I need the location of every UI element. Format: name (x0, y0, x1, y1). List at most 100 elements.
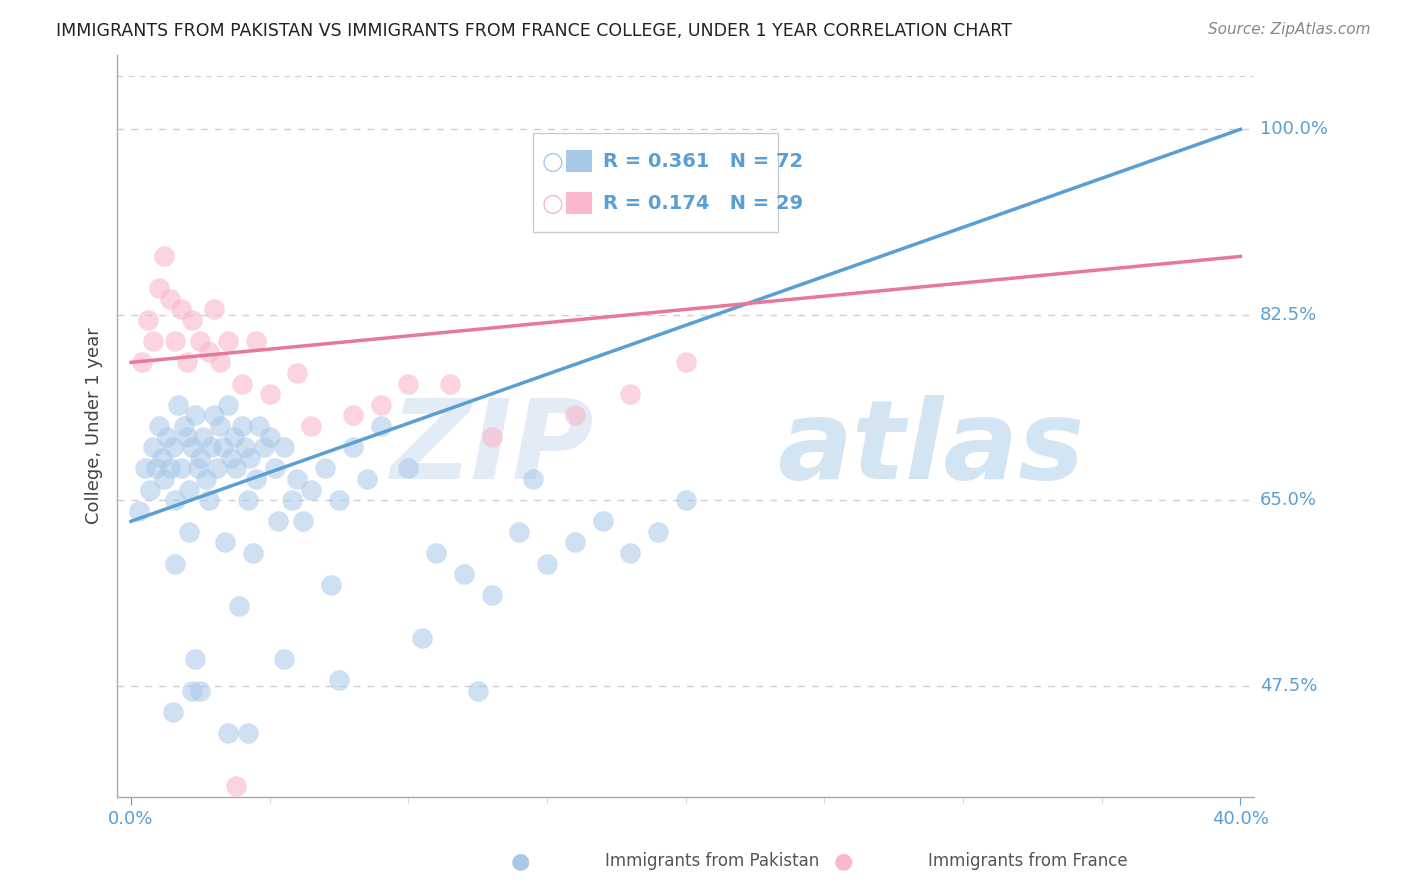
Point (239, 450, 262, 465)
Point (236, 493, 259, 508)
Text: ○: ○ (541, 150, 564, 173)
Point (536, 557, 558, 571)
Point (647, 524, 669, 539)
Point (190, 683, 212, 698)
Point (247, 419, 270, 434)
Point (162, 705, 184, 719)
Point (453, 567, 475, 582)
Point (145, 461, 167, 475)
Point (273, 652, 295, 666)
Text: ○: ○ (541, 192, 564, 216)
Point (190, 450, 212, 465)
Text: 100.0%: 100.0% (1260, 120, 1329, 138)
Point (264, 461, 287, 475)
Point (214, 535, 236, 549)
Text: Immigrants from Pakistan: Immigrants from Pakistan (605, 852, 818, 870)
Point (675, 493, 697, 508)
Point (181, 683, 204, 698)
Text: Immigrants from France: Immigrants from France (928, 852, 1128, 870)
Point (159, 461, 181, 475)
Point (396, 461, 419, 475)
Point (242, 546, 264, 560)
Point (425, 546, 447, 560)
Point (208, 419, 231, 434)
Point (159, 292, 181, 306)
Point (181, 313, 204, 327)
Point (197, 344, 219, 359)
Point (592, 514, 614, 528)
Point (150, 450, 173, 465)
Point (173, 419, 195, 434)
Point (314, 461, 336, 475)
Point (619, 546, 641, 560)
Point (225, 779, 247, 793)
Point (165, 557, 187, 571)
Text: 82.5%: 82.5% (1260, 306, 1317, 324)
Point (342, 440, 364, 454)
Point (222, 429, 245, 443)
Point (245, 472, 267, 486)
Point (370, 419, 392, 434)
Point (508, 524, 530, 539)
Point (481, 429, 503, 443)
Point (233, 440, 256, 454)
Text: R = 0.174   N = 29: R = 0.174 N = 29 (603, 194, 803, 213)
Point (148, 281, 170, 295)
Point (156, 429, 179, 443)
Point (522, 472, 544, 486)
Point (299, 483, 322, 497)
Text: IMMIGRANTS FROM PAKISTAN VS IMMIGRANTS FROM FRANCE COLLEGE, UNDER 1 YEAR CORRELA: IMMIGRANTS FROM PAKISTAN VS IMMIGRANTS F… (56, 22, 1012, 40)
Point (273, 440, 295, 454)
Text: 65.0%: 65.0% (1260, 491, 1317, 509)
Point (176, 355, 198, 369)
Text: R = 0.361   N = 72: R = 0.361 N = 72 (603, 152, 803, 171)
Point (179, 483, 201, 497)
Point (292, 514, 315, 528)
Point (319, 578, 342, 592)
Point (231, 376, 253, 391)
Point (176, 429, 198, 443)
Point (411, 631, 433, 645)
Point (211, 440, 233, 454)
Point (467, 683, 489, 698)
Point (202, 409, 225, 423)
Point (396, 376, 419, 391)
Point (231, 419, 253, 434)
Point (328, 673, 350, 688)
Point (208, 355, 231, 369)
Point (370, 398, 392, 412)
Text: ●: ● (510, 851, 530, 871)
Point (153, 472, 176, 486)
Point (481, 589, 503, 603)
Point (170, 461, 193, 475)
Point (142, 334, 165, 348)
Point (142, 440, 165, 454)
Point (328, 493, 350, 508)
Point (187, 461, 209, 475)
Point (253, 440, 276, 454)
Point (225, 461, 247, 475)
Point (148, 419, 170, 434)
Point (165, 493, 187, 508)
Point (165, 334, 187, 348)
Point (184, 409, 207, 423)
Point (205, 461, 228, 475)
Point (564, 535, 586, 549)
Point (342, 409, 364, 423)
Point (128, 504, 150, 518)
Text: Source: ZipAtlas.com: Source: ZipAtlas.com (1208, 22, 1371, 37)
Point (564, 409, 586, 423)
Point (190, 334, 212, 348)
Point (675, 355, 697, 369)
Point (184, 652, 207, 666)
Text: atlas: atlas (776, 394, 1084, 501)
Point (236, 726, 259, 740)
Point (167, 398, 190, 412)
Point (162, 440, 184, 454)
Point (139, 483, 162, 497)
Point (202, 302, 225, 317)
Point (179, 524, 201, 539)
Point (259, 429, 281, 443)
Point (136, 313, 159, 327)
Point (219, 450, 242, 465)
